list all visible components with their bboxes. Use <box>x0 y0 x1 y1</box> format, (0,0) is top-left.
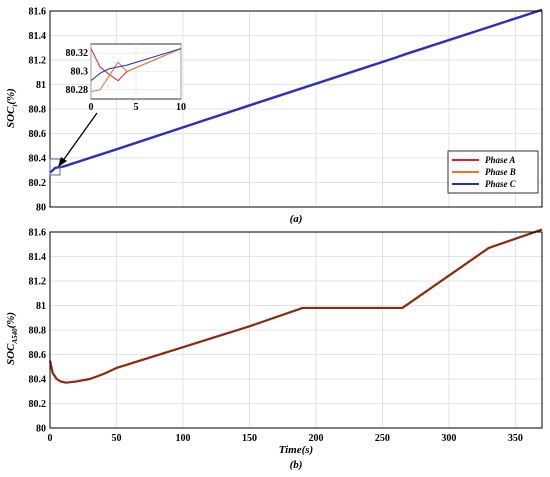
inset-ytick-label: 80.3 <box>71 67 89 78</box>
inset-ticks: 80.28 80.3 80.32 0 5 10 <box>66 48 187 113</box>
panel-b-ytick-label: 80.2 <box>29 399 47 410</box>
panel-b-xtick-label: 200 <box>308 433 323 444</box>
panel-a-ytick-label: 81 <box>36 80 46 91</box>
panel-b-ytick-label: 81.6 <box>29 228 47 239</box>
panel-b-ytick-label: 80.8 <box>29 326 47 337</box>
legend-label-phase-c: Phase C <box>485 179 517 189</box>
panel-b-lines <box>48 228 543 384</box>
panel-b-ytick-label: 81.2 <box>29 277 47 288</box>
panel-a-ytick-label: 81.6 <box>29 7 47 18</box>
inset-ytick-label: 80.32 <box>66 48 89 59</box>
zoom-arrow <box>61 112 98 163</box>
panel-b-yticks: 80 80.2 80.4 80.6 80.8 81 81.2 81.4 81.6 <box>29 228 47 435</box>
panel-a-ytick-label: 80.6 <box>29 129 47 140</box>
panel-b-xtick-label: 150 <box>242 433 257 444</box>
panel-b-xtick-label: 0 <box>48 433 53 444</box>
panel-b-ytick-label: 80.6 <box>29 350 47 361</box>
panel-a-label: (a) <box>290 213 303 225</box>
panel-b-ytick-label: 80 <box>36 424 46 435</box>
panel-a-ytick-label: 80.8 <box>29 105 47 116</box>
legend: Phase A Phase B Phase C <box>447 150 539 194</box>
panel-b-ytick-label: 81 <box>36 301 46 312</box>
zoom-box <box>49 158 61 176</box>
panel-b-ylabel: SOCA540(%) <box>5 312 19 365</box>
panel-b-xlabel: Time(s) <box>279 444 313 456</box>
panel-b: 80 80.2 80.4 80.6 80.8 81 81.2 81.4 81.6 0 50 100 1… <box>5 228 543 471</box>
panel-b-series-0 <box>48 228 543 384</box>
inset-ytick-label: 80.28 <box>66 85 89 96</box>
panel-b-ytick-label: 80.4 <box>29 375 47 386</box>
inset-xtick-label: 10 <box>176 102 186 113</box>
panel-b-frame <box>49 231 543 429</box>
panel-a-yticks: 80 80.2 80.4 80.6 80.8 81 81.2 81.4 81.6 <box>29 7 47 214</box>
panel-a-ytick-label: 80.4 <box>29 154 47 165</box>
panel-a-ytick-label: 80.2 <box>29 178 47 189</box>
panel-b-xticks: 0 50 100 150 200 250 300 350 <box>48 433 523 444</box>
panel-a-ytick-label: 81.2 <box>29 56 47 67</box>
panel-b-xtick-label: 250 <box>375 433 390 444</box>
panel-a: 80 80.2 80.4 80.6 80.8 81 81.2 81.4 81.6 SOCt(%)… <box>5 7 543 225</box>
panel-a-series-phase-c <box>49 8 543 174</box>
panel-a-ytick-label: 80 <box>36 203 46 214</box>
panel-a-ytick-label: 81.4 <box>29 31 47 42</box>
panel-b-xtick-label: 350 <box>508 433 523 444</box>
panel-b-grid <box>50 232 542 428</box>
panel-b-label: (b) <box>290 459 303 471</box>
panel-a-frame <box>49 10 543 208</box>
panel-a-ylabel: SOCt(%) <box>5 88 19 128</box>
panel-b-xtick-label: 50 <box>111 433 121 444</box>
panel-b-ytick-label: 81.4 <box>29 252 47 263</box>
inset-xtick-label: 0 <box>89 102 94 113</box>
inset-lines <box>90 48 182 93</box>
panel-a-lines <box>49 8 543 174</box>
legend-label-phase-a: Phase A <box>485 155 515 165</box>
inset-xtick-label: 5 <box>134 102 139 113</box>
legend-label-phase-b: Phase B <box>485 167 516 177</box>
zoom-arrow-head <box>58 157 67 167</box>
inset-series-phase-c <box>90 48 182 82</box>
inset: 80.28 80.3 80.32 0 5 10 <box>66 43 187 113</box>
inset-series-phase-b <box>90 48 182 93</box>
panel-b-xtick-label: 300 <box>441 433 456 444</box>
panel-b-xtick-label: 100 <box>175 433 190 444</box>
